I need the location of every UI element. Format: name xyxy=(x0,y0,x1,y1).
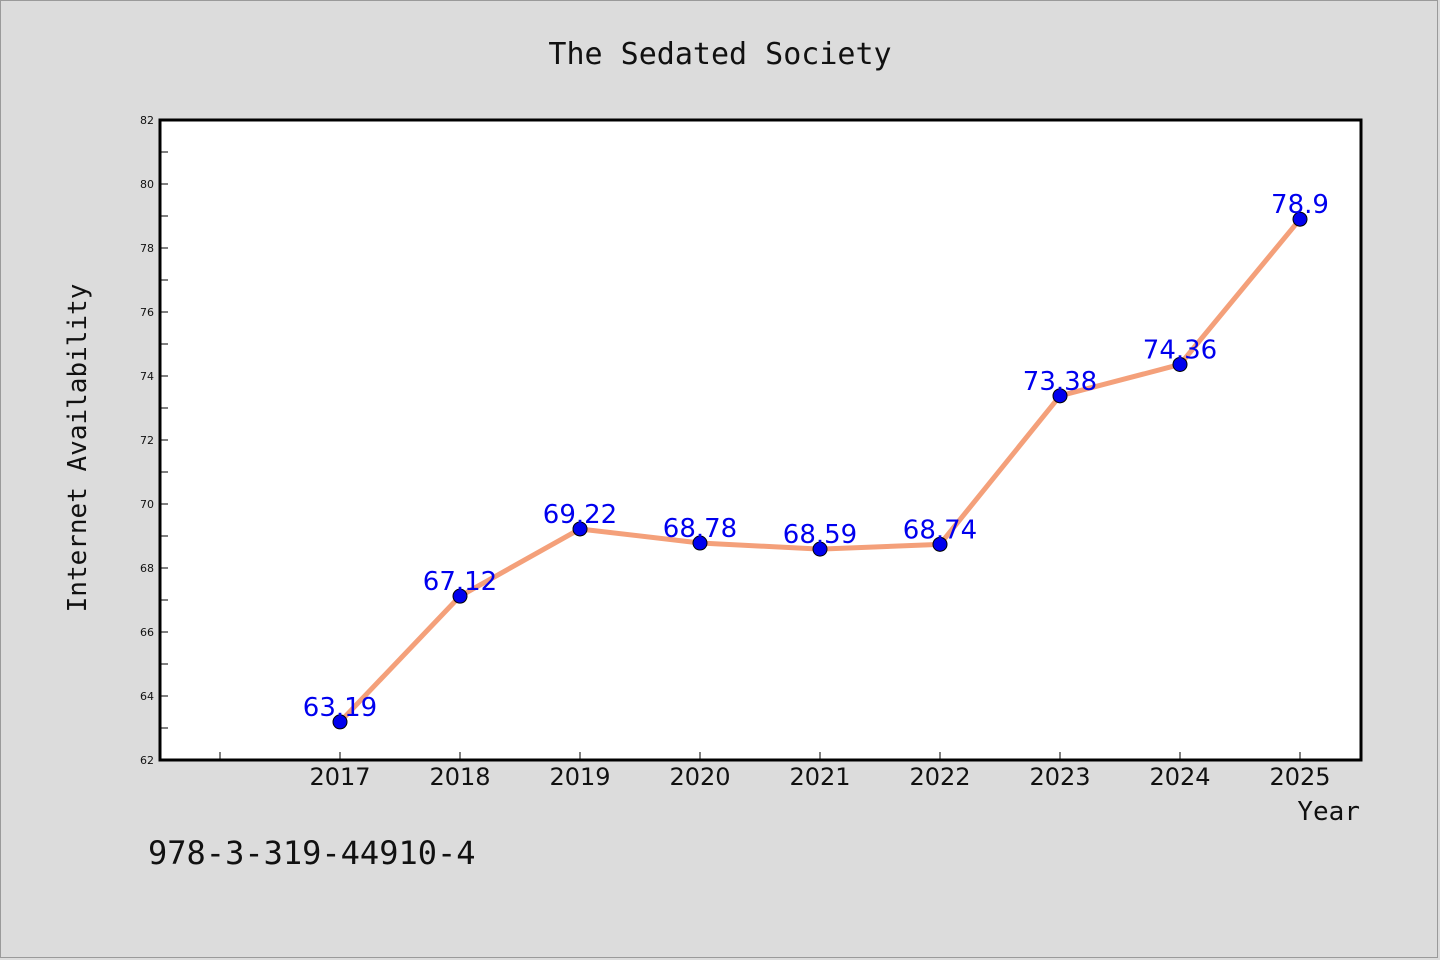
data-point xyxy=(452,588,468,604)
y-axis-ticks: 62 64 66 68 70 72 74 76 78 80 82 xyxy=(140,114,168,767)
data-labels: 63.19 67.12 69.22 68.78 68.59 68.74 73.38 74.36… xyxy=(303,190,1329,723)
x-tick-label: 2024 xyxy=(1149,763,1210,791)
y-tick-label: 68 xyxy=(140,562,154,575)
data-point xyxy=(572,521,588,537)
data-point xyxy=(1172,356,1188,372)
x-axis-label: Year xyxy=(1297,797,1360,827)
y-tick-label: 70 xyxy=(140,498,154,511)
y-tick-label: 66 xyxy=(140,626,154,639)
y-tick-label: 76 xyxy=(140,306,154,319)
data-label: 68.78 xyxy=(663,514,737,544)
data-label: 73.38 xyxy=(1023,367,1097,397)
x-tick-label: 2025 xyxy=(1269,763,1330,791)
chart-title: The Sedated Society xyxy=(548,37,891,72)
y-tick-label: 82 xyxy=(140,114,154,127)
data-label: 63.19 xyxy=(303,693,377,723)
data-label: 67.12 xyxy=(423,567,497,597)
data-label: 74.36 xyxy=(1143,335,1217,365)
data-label: 68.59 xyxy=(783,520,857,550)
data-point xyxy=(1052,388,1068,404)
data-point xyxy=(932,536,948,552)
data-point xyxy=(692,535,708,551)
y-tick-label: 62 xyxy=(140,754,154,767)
data-label: 69.22 xyxy=(543,500,617,530)
x-tick-label: 2023 xyxy=(1029,763,1090,791)
x-tick-label: 2017 xyxy=(309,763,370,791)
y-tick-label: 78 xyxy=(140,242,154,255)
y-tick-label: 74 xyxy=(140,370,154,383)
data-label: 68.74 xyxy=(903,515,977,545)
isbn-text: 978-3-319-44910-4 xyxy=(148,834,476,872)
data-point xyxy=(332,714,348,730)
x-tick-label: 2020 xyxy=(669,763,730,791)
plot-area xyxy=(158,118,1363,762)
y-axis-label: Internet Availability xyxy=(63,284,93,613)
x-tick-label: 2021 xyxy=(789,763,850,791)
data-markers xyxy=(332,211,1308,730)
x-tick-label: 2018 xyxy=(429,763,490,791)
data-point xyxy=(1292,211,1308,227)
x-axis-ticks: 2017 2018 2019 2020 2021 2022 2023 2024 2025 xyxy=(219,752,1331,791)
x-tick-label: 2022 xyxy=(909,763,970,791)
y-tick-label: 64 xyxy=(140,690,154,703)
x-tick-label: 2019 xyxy=(549,763,610,791)
data-label: 78.9 xyxy=(1271,190,1329,220)
data-point xyxy=(812,541,828,557)
y-tick-label: 80 xyxy=(140,178,154,191)
y-tick-label: 72 xyxy=(140,434,154,447)
